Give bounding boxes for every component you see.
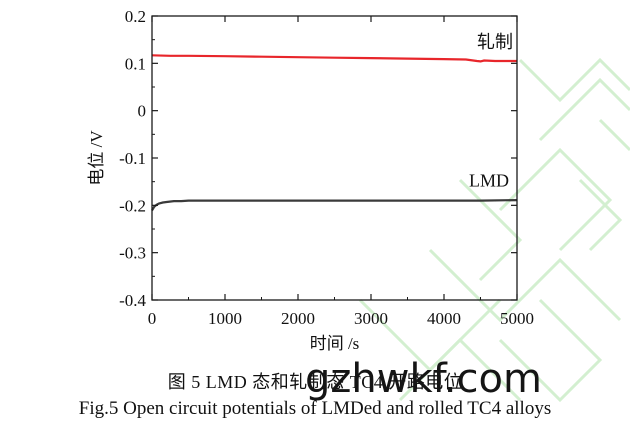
x-tick-label: 4000 bbox=[427, 309, 461, 328]
series-line-rolled bbox=[151, 54, 517, 63]
watermark-text: gzhwkf.com bbox=[305, 356, 542, 402]
background-watermark-pattern bbox=[358, 57, 630, 403]
y-tick-label: -0.3 bbox=[119, 244, 146, 263]
figure-caption-chinese: 图 5 LMD 态和轧制态 TC4 开路电位 bbox=[167, 372, 463, 392]
pattern-stroke bbox=[578, 178, 623, 252]
x-tick-label: 3000 bbox=[354, 309, 388, 328]
y-tick-label: -0.1 bbox=[119, 149, 146, 168]
series-layer bbox=[151, 54, 518, 212]
axes-layer: 0.20.10-0.1-0.2-0.3-0.40 1000 2000 3000 4000… bbox=[87, 7, 534, 353]
pattern-stroke bbox=[498, 147, 613, 252]
y-tick-label: 0.1 bbox=[125, 54, 146, 73]
x-axis-label: 时间 /s bbox=[310, 334, 360, 353]
pattern-stroke bbox=[428, 248, 622, 323]
y-axis-label: 电位 /V bbox=[87, 130, 106, 186]
pattern-stroke bbox=[538, 77, 630, 142]
series-label-rolled: 轧制 bbox=[477, 32, 513, 52]
x-tick-label: 0 bbox=[148, 309, 157, 328]
pattern-stroke bbox=[398, 337, 522, 402]
pattern-stroke bbox=[458, 178, 523, 282]
y-tick-label: -0.2 bbox=[119, 196, 146, 215]
pattern-stroke bbox=[518, 57, 630, 103]
x-tick-label: 5000 bbox=[500, 309, 534, 328]
x-tick-label: 2000 bbox=[281, 309, 315, 328]
pattern-stroke bbox=[598, 118, 630, 152]
series-label-lmd: LMD bbox=[469, 170, 509, 190]
y-tick-label: 0.2 bbox=[125, 7, 146, 26]
y-tick-label: -0.4 bbox=[119, 291, 146, 310]
figure-caption-english: Fig.5 Open circuit potentials of LMDed a… bbox=[78, 398, 552, 419]
y-tick-label: 0 bbox=[138, 102, 147, 121]
pattern-stroke bbox=[498, 298, 603, 403]
series-line-lmd bbox=[151, 199, 518, 212]
x-tick-label: 1000 bbox=[208, 309, 242, 328]
